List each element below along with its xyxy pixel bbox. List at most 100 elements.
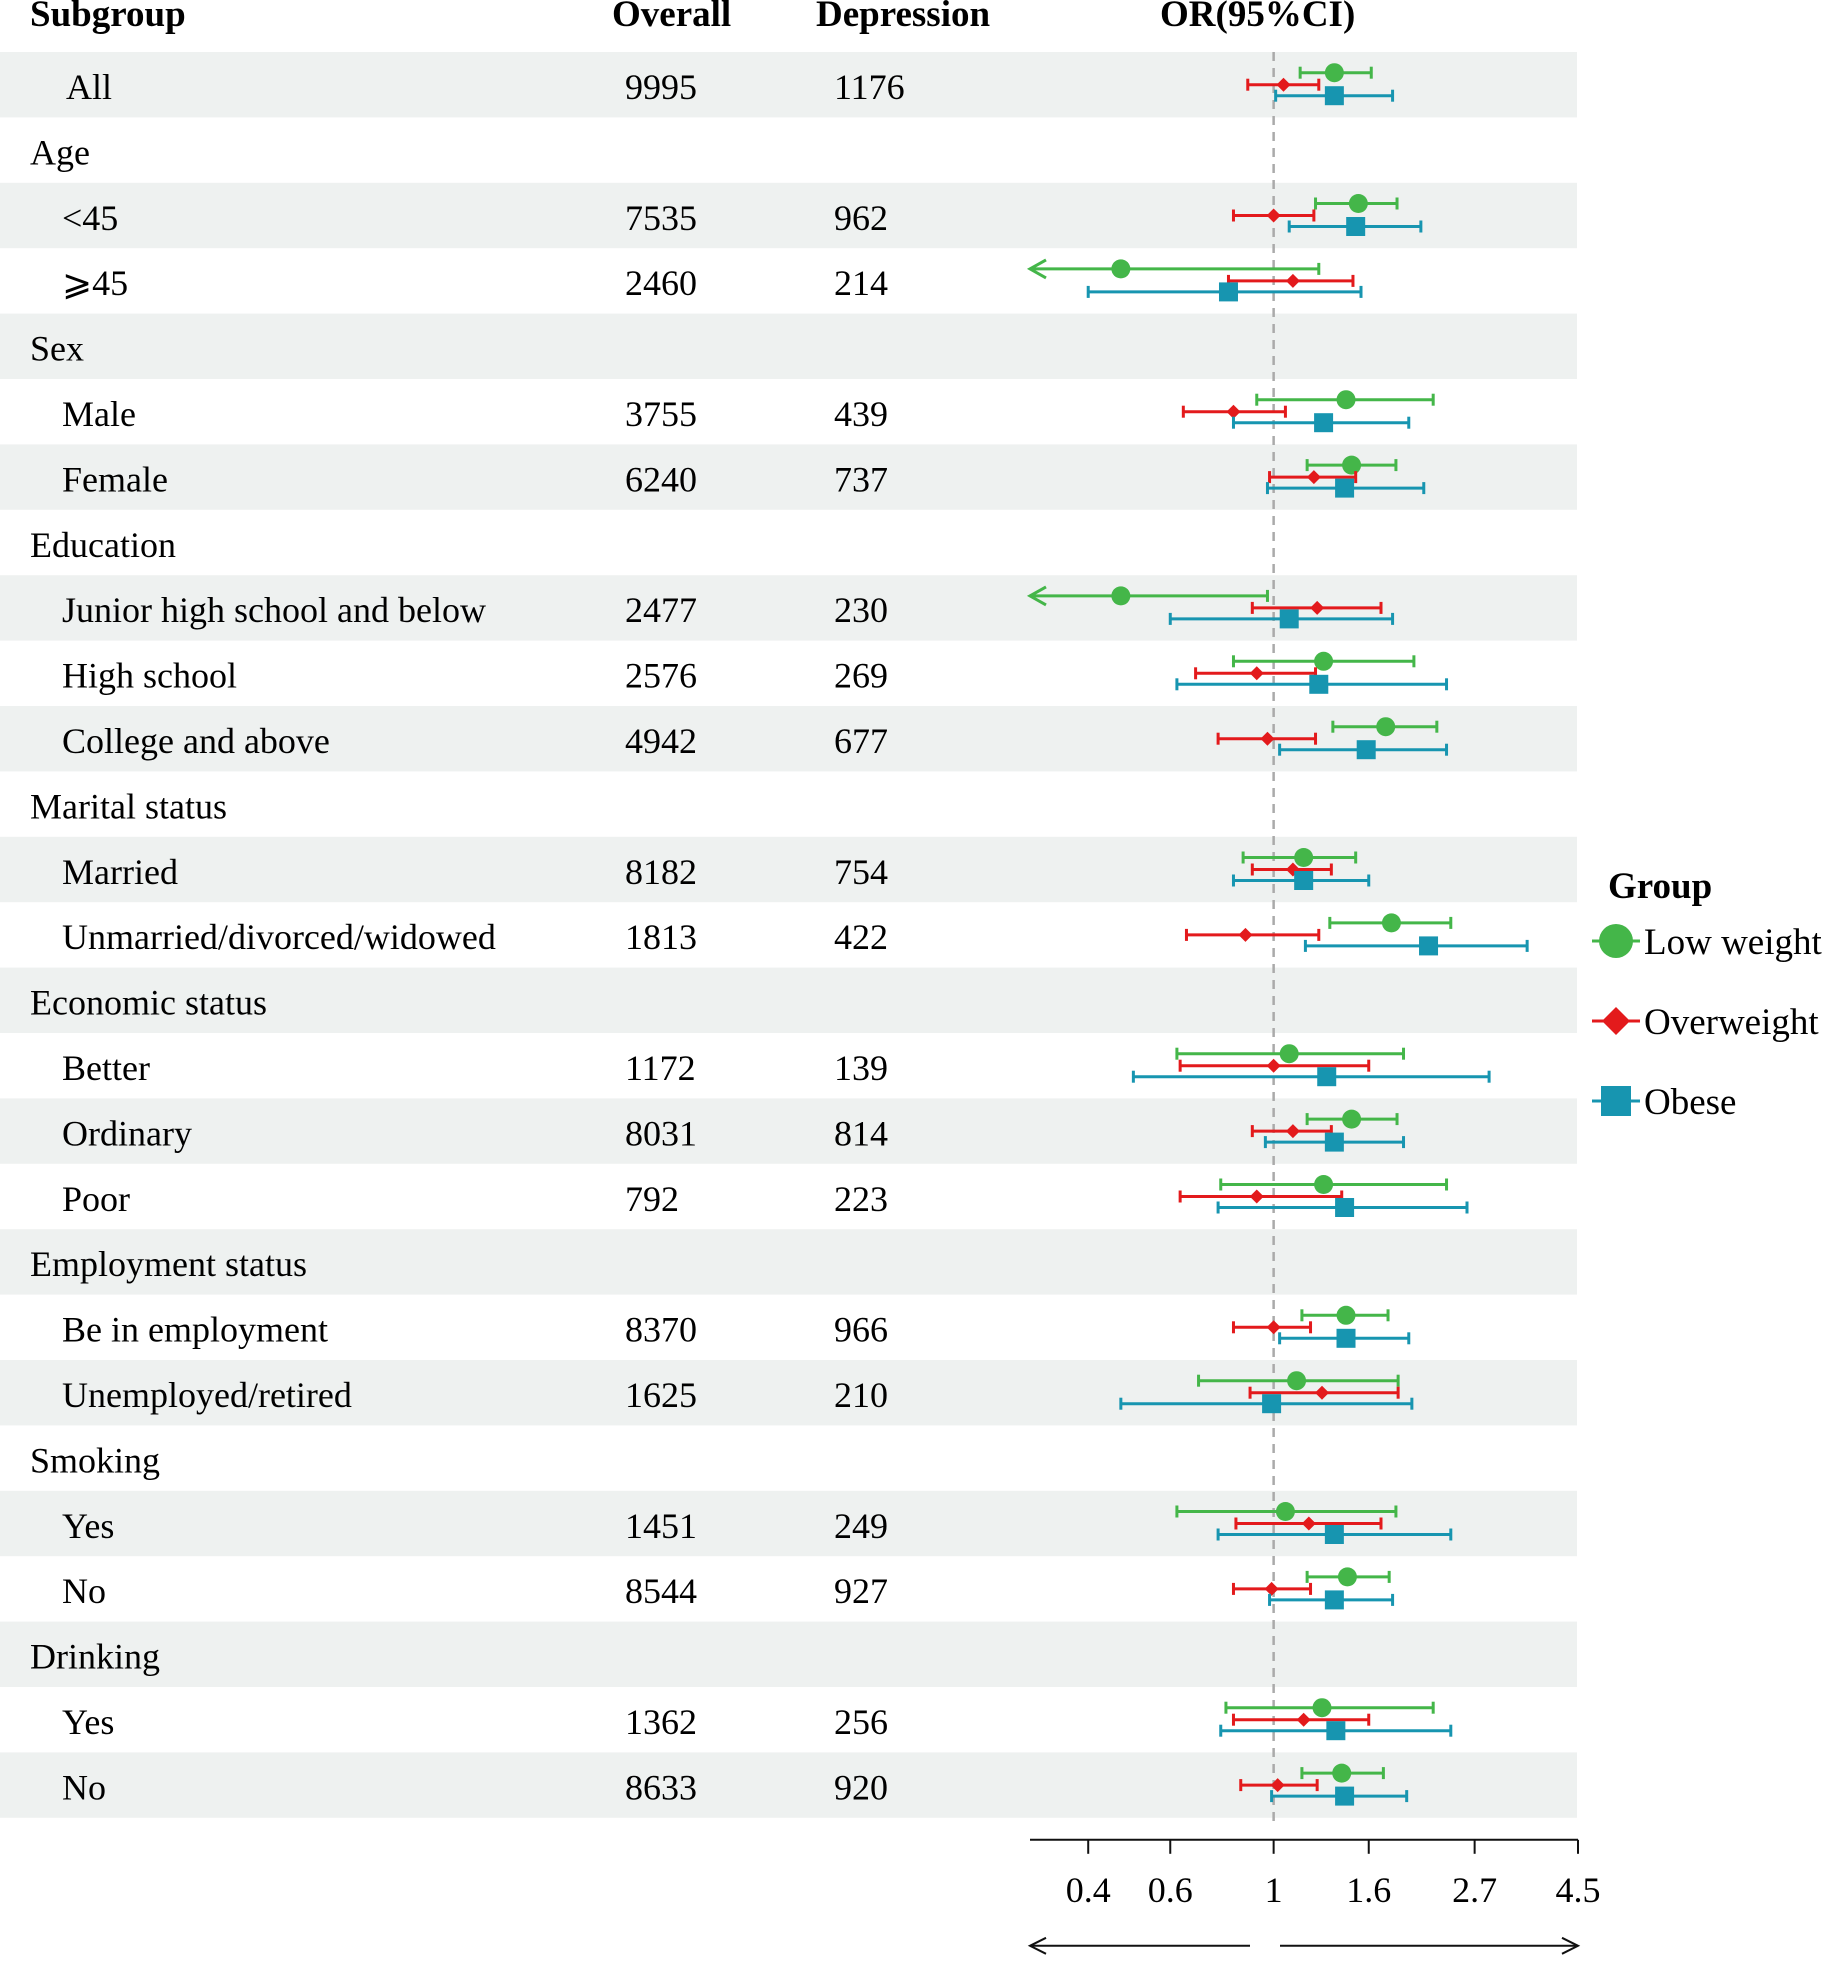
point-marker — [1332, 1763, 1352, 1783]
subgroup-label: Yes — [62, 1702, 114, 1742]
point-marker — [1336, 1305, 1356, 1325]
header-depression: Depression — [816, 0, 990, 35]
legend-marker — [1601, 1086, 1631, 1116]
tick-label: 1 — [1265, 1870, 1283, 1910]
depression-count: 927 — [834, 1571, 888, 1611]
over-series-point — [1231, 1320, 1313, 1335]
row-stripes — [0, 52, 1577, 1818]
truncation-arrow — [1026, 258, 1047, 280]
subgroup-label: No — [62, 1571, 106, 1611]
subgroup-label: All — [66, 67, 112, 107]
point-marker — [1376, 717, 1396, 737]
header-or-ci: OR(95%CI) — [1160, 0, 1355, 35]
point-marker — [1262, 1394, 1282, 1414]
depression-count: 677 — [834, 721, 888, 761]
subgroup-label: Ordinary — [62, 1113, 192, 1153]
over-series-point — [1178, 1058, 1371, 1073]
subgroup-label: Unmarried/divorced/widowed — [62, 917, 496, 957]
subgroup-label: College and above — [62, 721, 330, 761]
depression-count: 230 — [834, 590, 888, 630]
point-marker — [1310, 600, 1325, 615]
low-series-point — [1255, 390, 1435, 410]
category-label: Marital status — [30, 786, 227, 826]
depression-count: 214 — [834, 263, 888, 303]
over-series-point — [1268, 470, 1358, 485]
obese-series-point — [1278, 1328, 1411, 1348]
obese-series-point — [1231, 871, 1371, 890]
overall-count: 1172 — [625, 1048, 696, 1088]
tick-label: 0.4 — [1066, 1870, 1111, 1910]
overall-count: 2576 — [625, 656, 697, 696]
depression-count: 1176 — [834, 67, 905, 107]
point-marker — [1287, 1371, 1307, 1391]
category-label: Drinking — [30, 1637, 160, 1677]
point-marker — [1324, 1132, 1344, 1152]
over-series-point — [1184, 927, 1321, 942]
point-marker — [1309, 674, 1329, 694]
point-marker — [1285, 273, 1300, 288]
truncation-arrow — [1026, 585, 1047, 607]
obese-series-point — [1175, 674, 1449, 694]
obese-series-point — [1219, 1721, 1453, 1741]
over-series-point — [1231, 208, 1316, 223]
point-marker — [1336, 390, 1356, 410]
point-marker — [1285, 1124, 1300, 1139]
obese-series-point — [1278, 740, 1449, 760]
point-marker — [1314, 413, 1334, 433]
legend-marker — [1599, 924, 1633, 958]
point-marker — [1301, 1516, 1316, 1531]
point-marker — [1226, 404, 1241, 419]
over-series-point — [1231, 1581, 1313, 1596]
obese-series-point — [1168, 609, 1395, 629]
subgroup-label: Better — [62, 1048, 150, 1088]
obese-series-point — [1216, 1525, 1453, 1544]
depression-count: 754 — [834, 852, 888, 892]
low-series-point — [1314, 194, 1399, 213]
subgroup-label: <45 — [62, 198, 118, 238]
legend-label: Low weight — [1644, 922, 1822, 963]
depression-count: 966 — [834, 1310, 888, 1350]
point-marker — [1296, 1712, 1311, 1727]
obese-series-point — [1131, 1067, 1491, 1087]
obese-series-point — [1274, 86, 1395, 106]
obese-series-point — [1265, 478, 1426, 498]
legend-label: Overweight — [1644, 1002, 1819, 1043]
point-marker — [1326, 1721, 1346, 1741]
depression-count: 422 — [834, 917, 888, 957]
over-series-point — [1181, 404, 1287, 419]
low-series-point — [1328, 913, 1453, 933]
row-stripe — [0, 182, 1577, 249]
obese-series-point — [1268, 1590, 1395, 1610]
legend-label: Obese — [1644, 1082, 1736, 1123]
obese-series-point — [1270, 1786, 1409, 1806]
direction-label-no: No — [1200, 1972, 1244, 1975]
low-series-point — [1331, 717, 1439, 737]
point-marker — [1324, 1525, 1344, 1544]
obese-series-point — [1086, 282, 1363, 302]
point-marker — [1337, 1567, 1357, 1587]
point-marker — [1266, 1320, 1281, 1335]
category-label: Employment status — [30, 1244, 307, 1284]
point-marker — [1312, 1698, 1332, 1718]
over-series-point — [1194, 666, 1318, 681]
subgroup-label: Married — [62, 852, 178, 892]
obese-series-point — [1119, 1394, 1414, 1414]
obese-series-point — [1303, 936, 1529, 956]
obese-series-point — [1216, 1198, 1469, 1217]
point-marker — [1270, 1778, 1285, 1793]
point-marker — [1266, 208, 1281, 223]
depression-count: 223 — [834, 1179, 888, 1219]
category-label: Education — [30, 525, 176, 565]
category-label: Sex — [30, 329, 84, 369]
direction-arrowhead — [1561, 1936, 1581, 1955]
subgroup-label: Be in employment — [62, 1310, 328, 1350]
point-marker — [1348, 194, 1368, 213]
depression-count: 210 — [834, 1375, 888, 1415]
point-marker — [1249, 1189, 1264, 1204]
depression-count: 139 — [834, 1048, 888, 1088]
row-stripe — [0, 1098, 1577, 1164]
over-series-point — [1246, 77, 1321, 92]
subgroup-label: Poor — [62, 1179, 130, 1219]
point-marker — [1111, 259, 1131, 279]
category-label: Age — [30, 132, 90, 172]
